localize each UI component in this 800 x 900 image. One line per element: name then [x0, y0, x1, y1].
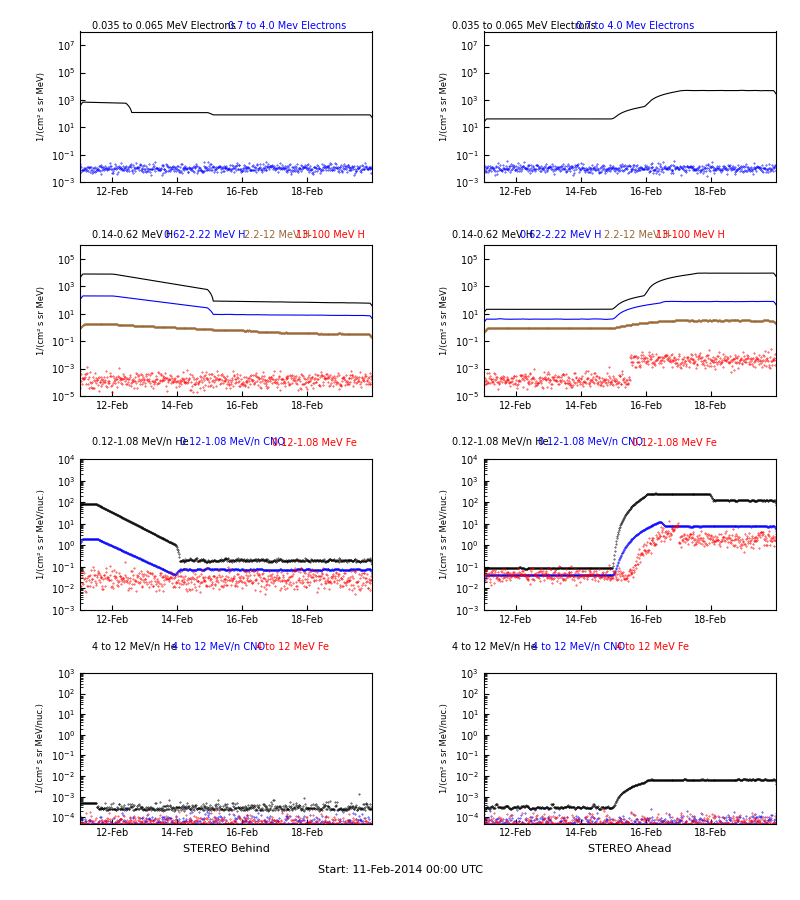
Y-axis label: 1/(cm² s sr MeV/nuc.): 1/(cm² s sr MeV/nuc.) — [36, 703, 46, 793]
Y-axis label: 1/(cm² s sr MeV/nuc.): 1/(cm² s sr MeV/nuc.) — [440, 490, 449, 580]
Text: 4 to 12 MeV Fe: 4 to 12 MeV Fe — [256, 642, 329, 652]
Text: 0.7 to 4.0 Mev Electrons: 0.7 to 4.0 Mev Electrons — [228, 21, 346, 31]
Text: 4 to 12 MeV/n CNO: 4 to 12 MeV/n CNO — [172, 642, 265, 652]
Text: 0.12-1.08 MeV/n He: 0.12-1.08 MeV/n He — [92, 437, 189, 447]
Text: 0.035 to 0.065 MeV Electrons: 0.035 to 0.065 MeV Electrons — [452, 21, 596, 31]
Text: 0.12-1.08 MeV Fe: 0.12-1.08 MeV Fe — [632, 437, 717, 447]
Y-axis label: 1/(cm² s sr MeV): 1/(cm² s sr MeV) — [37, 72, 46, 141]
Text: 0.12-1.08 MeV Fe: 0.12-1.08 MeV Fe — [272, 437, 357, 447]
Text: 0.14-0.62 MeV H: 0.14-0.62 MeV H — [452, 230, 533, 240]
Y-axis label: 1/(cm² s sr MeV/nuc.): 1/(cm² s sr MeV/nuc.) — [37, 490, 46, 580]
Text: 13-100 MeV H: 13-100 MeV H — [656, 230, 725, 240]
Text: 0.14-0.62 MeV H: 0.14-0.62 MeV H — [92, 230, 173, 240]
X-axis label: STEREO Ahead: STEREO Ahead — [588, 844, 671, 854]
Text: 2.2-12 MeV H: 2.2-12 MeV H — [604, 230, 670, 240]
Y-axis label: 1/(cm² s sr MeV): 1/(cm² s sr MeV) — [440, 72, 449, 141]
Text: 13-100 MeV H: 13-100 MeV H — [296, 230, 365, 240]
Text: 4 to 12 MeV Fe: 4 to 12 MeV Fe — [616, 642, 689, 652]
Text: 0.12-1.08 MeV/n CNO: 0.12-1.08 MeV/n CNO — [538, 437, 642, 447]
X-axis label: STEREO Behind: STEREO Behind — [182, 844, 270, 854]
Text: 2.2-12 MeV H: 2.2-12 MeV H — [244, 230, 310, 240]
Text: 4 to 12 MeV/n CNO: 4 to 12 MeV/n CNO — [532, 642, 625, 652]
Text: 0.12-1.08 MeV/n He: 0.12-1.08 MeV/n He — [452, 437, 549, 447]
Y-axis label: 1/(cm² s sr MeV/nuc.): 1/(cm² s sr MeV/nuc.) — [440, 703, 449, 793]
Text: 0.62-2.22 MeV H: 0.62-2.22 MeV H — [520, 230, 602, 240]
Text: 0.12-1.08 MeV/n CNO: 0.12-1.08 MeV/n CNO — [180, 437, 285, 447]
Text: 0.7 to 4.0 Mev Electrons: 0.7 to 4.0 Mev Electrons — [576, 21, 694, 31]
Text: 0.62-2.22 MeV H: 0.62-2.22 MeV H — [164, 230, 246, 240]
Y-axis label: 1/(cm² s sr MeV): 1/(cm² s sr MeV) — [37, 286, 46, 356]
Text: 4 to 12 MeV/n He: 4 to 12 MeV/n He — [92, 642, 177, 652]
Text: Start: 11-Feb-2014 00:00 UTC: Start: 11-Feb-2014 00:00 UTC — [318, 865, 482, 875]
Text: 4 to 12 MeV/n He: 4 to 12 MeV/n He — [452, 642, 537, 652]
Text: 0.035 to 0.065 MeV Electrons: 0.035 to 0.065 MeV Electrons — [92, 21, 236, 31]
Y-axis label: 1/(cm² s sr MeV): 1/(cm² s sr MeV) — [440, 286, 449, 356]
